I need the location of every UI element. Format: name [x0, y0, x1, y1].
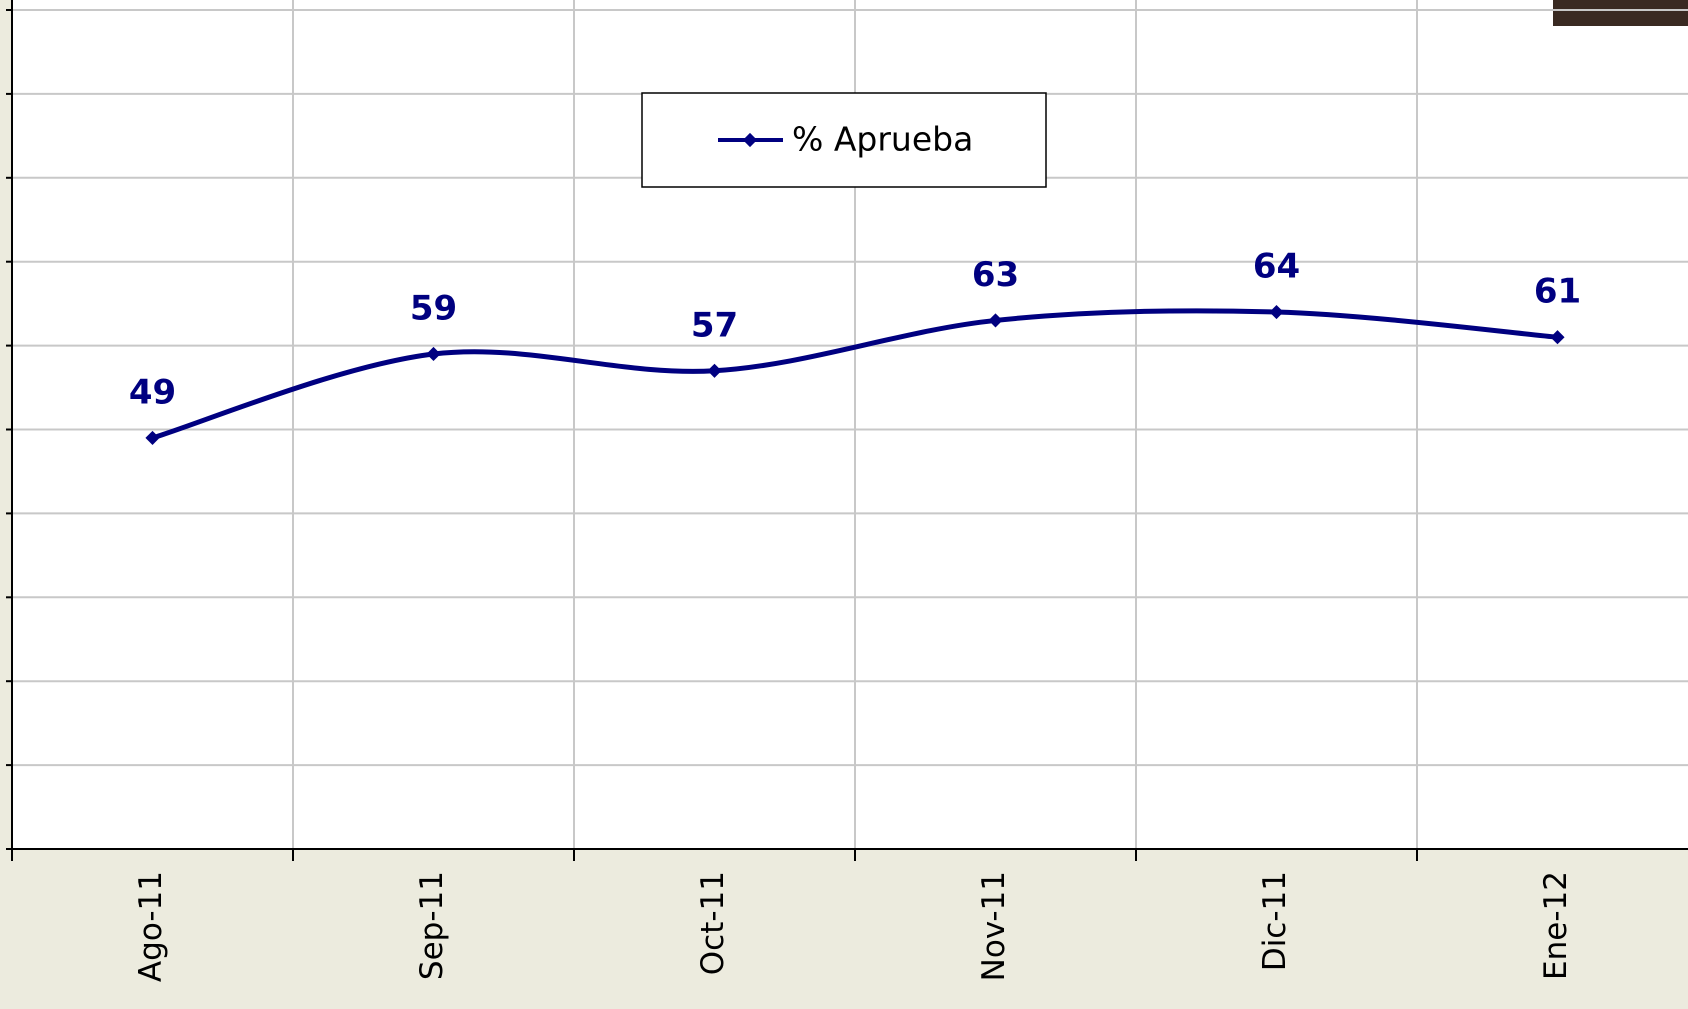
data-label: 64 [1253, 247, 1300, 287]
data-label: 59 [410, 288, 457, 328]
chart: Ago-11 Sep-11 Oct-11 Nov-11 Dic-11 Ene-12 49 5… [0, 0, 1688, 1005]
data-label: 49 [129, 372, 176, 412]
x-tick-label: Ene-12 [1538, 871, 1574, 980]
x-tick-label: Dic-11 [1257, 871, 1293, 971]
corner-photo [1553, 0, 1688, 26]
legend-label: % Aprueba [792, 120, 973, 159]
legend: % Aprueba [642, 93, 1046, 187]
x-tick-label: Nov-11 [976, 871, 1012, 981]
data-label: 63 [972, 255, 1019, 295]
x-tick-label: Sep-11 [414, 871, 450, 980]
data-label: 61 [1534, 272, 1581, 312]
x-tick-label: Oct-11 [695, 871, 731, 975]
x-tick-label: Ago-11 [133, 871, 169, 982]
data-label: 57 [691, 305, 738, 345]
page: {"chart_data": {"type": "line", "categor… [0, 0, 1688, 1005]
